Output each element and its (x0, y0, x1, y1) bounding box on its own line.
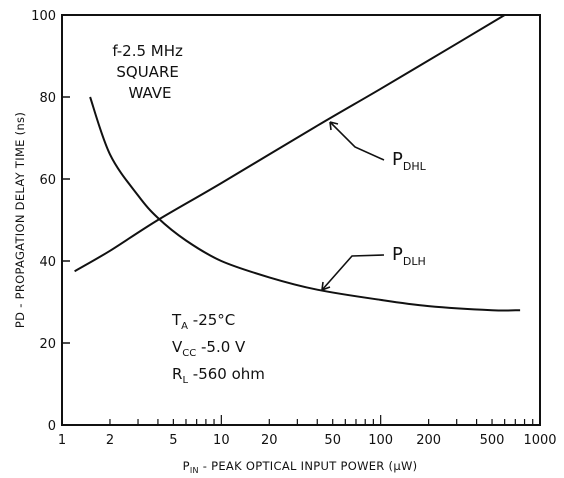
x-tick-label: 1 (58, 433, 66, 448)
y-tick-label: 0 (48, 419, 56, 434)
frequency-annotation: f-2.5 MHz SQUARE WAVE (112, 42, 187, 102)
x-tick-label: 10 (213, 433, 230, 448)
x-tick-label: 50 (324, 433, 341, 448)
x-axis-ticks: 1 2 5 10 20 50 100 200 500 1000 (58, 415, 557, 448)
x-tick-label: 5 (169, 433, 177, 448)
frequency-line-2: SQUARE (116, 63, 178, 81)
x-tick-label: 20 (261, 433, 278, 448)
plot-frame (61, 14, 541, 426)
series-line-pdhl (74, 14, 506, 273)
y-tick-label: 80 (39, 91, 56, 106)
series-label-pdhl: PDHL (392, 149, 427, 173)
y-tick-label: 40 (39, 255, 56, 270)
callout-arrow-pdhl (329, 121, 385, 161)
x-tick-label: 1000 (523, 433, 556, 448)
y-axis-label: PD - PROPAGATION DELAY TIME (ns) (13, 112, 27, 328)
y-tick-label: 20 (39, 337, 56, 352)
condition-ta: TA -25°C (171, 311, 235, 332)
x-axis-label-rest: - PEAK OPTICAL INPUT POWER (µW) (199, 459, 418, 473)
series-line-pdlh (89, 96, 521, 312)
x-axis-label: PIN - PEAK OPTICAL INPUT POWER (µW) (183, 459, 418, 475)
series-layer (74, 14, 521, 312)
x-axis-label-main: P (183, 459, 190, 473)
y-tick-label: 100 (31, 9, 56, 24)
condition-vcc: VCC -5.0 V (172, 338, 246, 359)
series-label-pdlh: PDLH (392, 244, 426, 268)
y-axis-ticks: 0 20 40 60 80 100 (31, 9, 70, 434)
x-tick-label: 2 (106, 433, 114, 448)
frequency-line-3: WAVE (128, 84, 171, 102)
x-axis-label-sub: IN (190, 466, 199, 475)
callout-arrow-pdlh (321, 254, 385, 291)
x-tick-label: 500 (480, 433, 505, 448)
frequency-line-1: f-2.5 MHz (112, 42, 183, 60)
x-tick-label: 100 (368, 433, 393, 448)
y-tick-label: 60 (39, 173, 56, 188)
x-tick-label: 200 (416, 433, 441, 448)
condition-rl: RL -560 ohm (172, 365, 265, 386)
